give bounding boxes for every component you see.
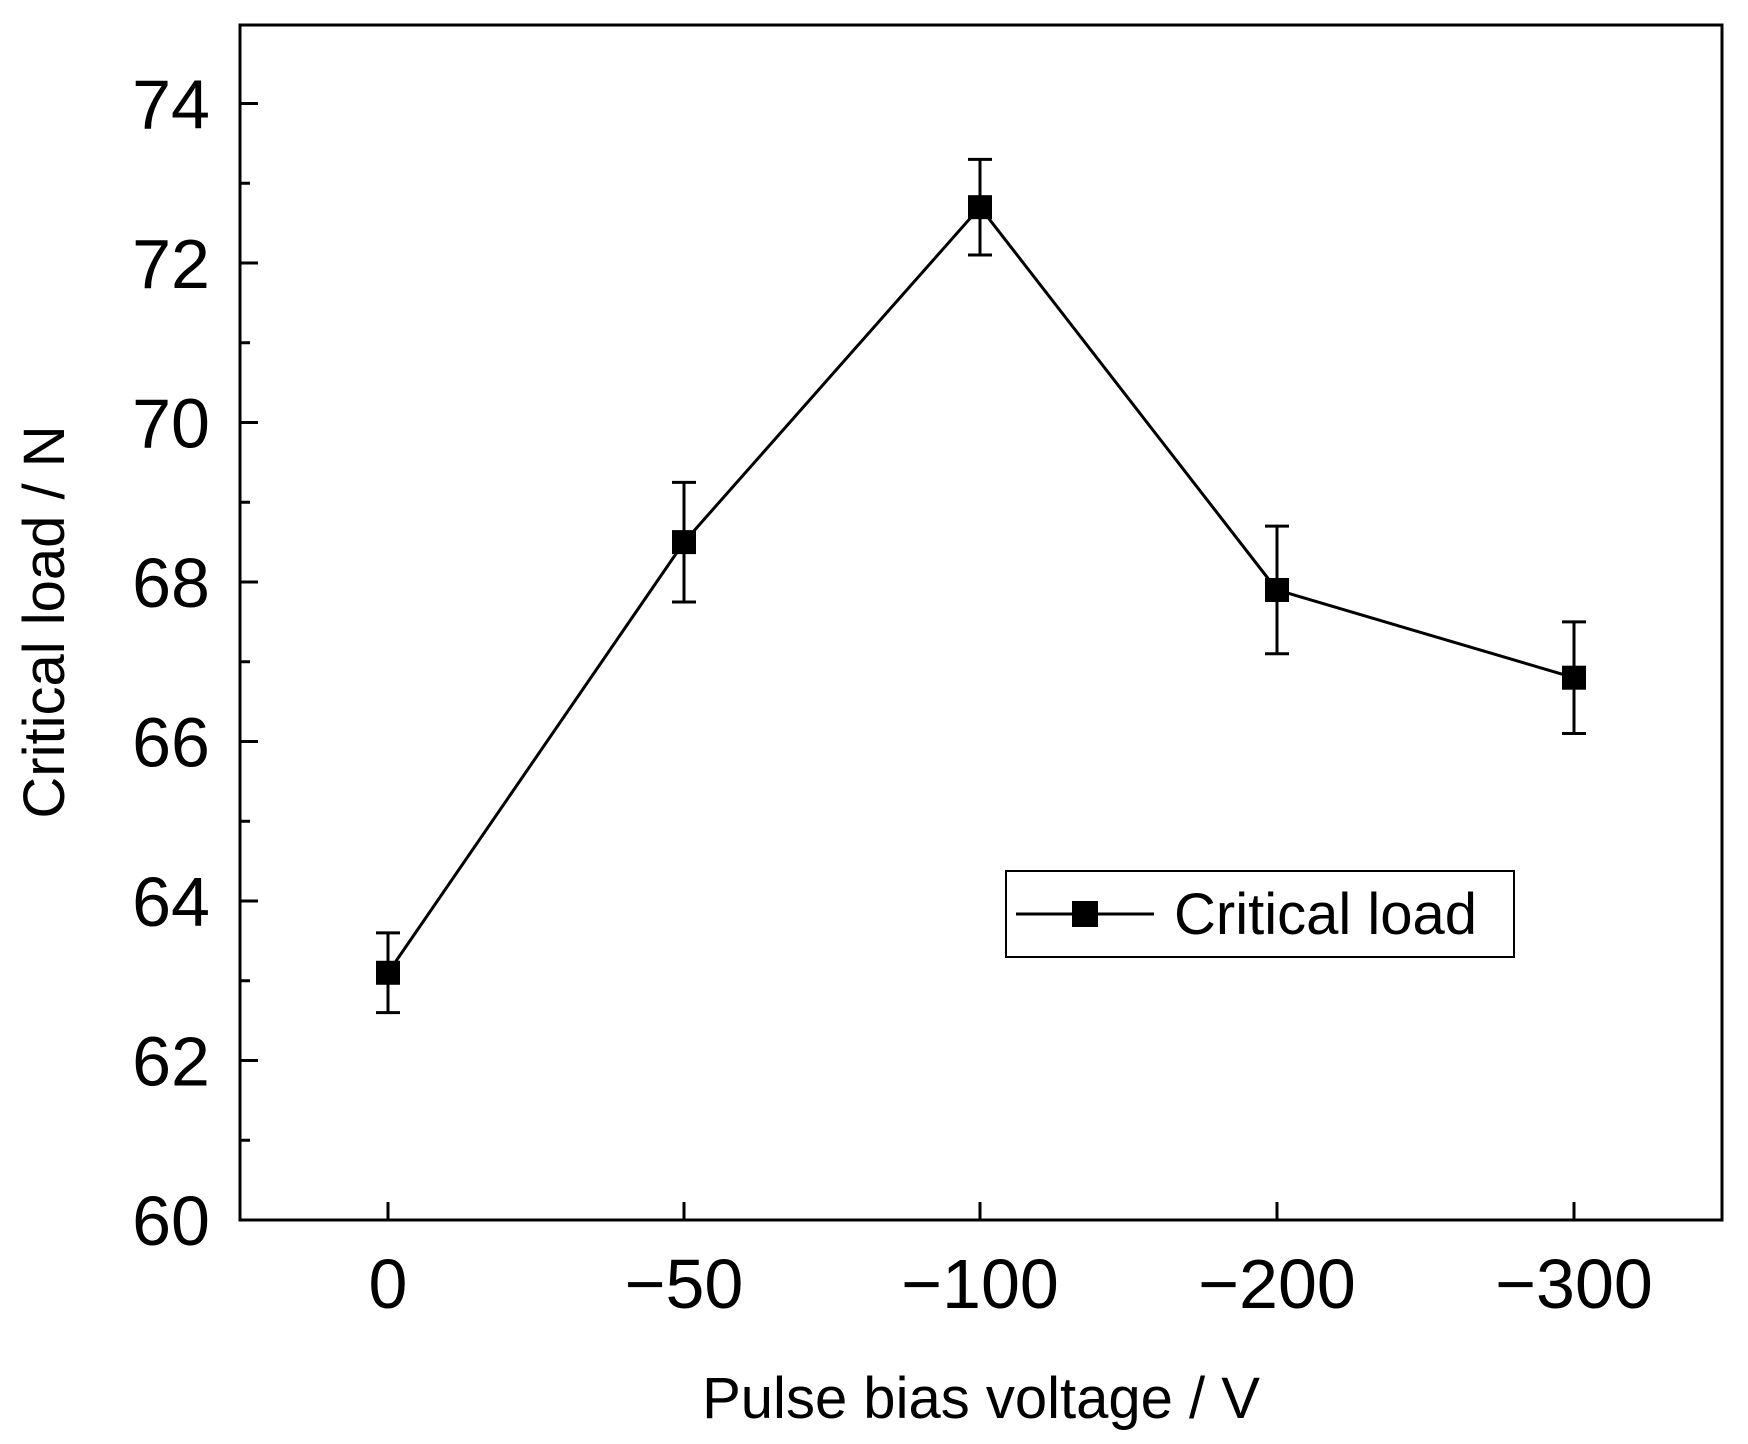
data-point (672, 530, 696, 555)
legend: Critical load (1005, 870, 1515, 958)
x-tick-label: −300 (1495, 1245, 1653, 1323)
y-tick-label: 68 (132, 544, 210, 622)
y-tick-label: 74 (132, 66, 210, 144)
y-axis: 60 62 64 66 68 70 72 74 (132, 66, 258, 1260)
y-tick-label: 70 (132, 385, 210, 463)
plot-area (376, 157, 1586, 1015)
y-axis-title: Critical load / N (12, 425, 77, 818)
data-point (968, 195, 992, 220)
y-tick-label: 64 (132, 863, 210, 941)
plot-frame (238, 23, 1724, 1222)
x-axis: 0 −50 −100 −200 −300 (369, 1202, 1653, 1323)
x-axis-title: Pulse bias voltage / V (702, 1366, 1260, 1431)
x-tick-label: −200 (1198, 1245, 1356, 1323)
y-tick-label: 72 (132, 225, 210, 303)
x-tick-label: −100 (901, 1245, 1059, 1323)
y-tick-label: 62 (132, 1023, 210, 1101)
data-point (376, 960, 400, 985)
y-tick-label: 66 (132, 704, 210, 782)
legend-label: Critical load (1174, 882, 1477, 947)
x-tick-label: 0 (369, 1245, 408, 1323)
y-tick-label: 60 (132, 1182, 210, 1260)
legend-marker-swatch (1072, 901, 1098, 927)
data-point (1265, 577, 1289, 602)
data-point (1562, 665, 1586, 690)
x-tick-label: −50 (625, 1245, 744, 1323)
